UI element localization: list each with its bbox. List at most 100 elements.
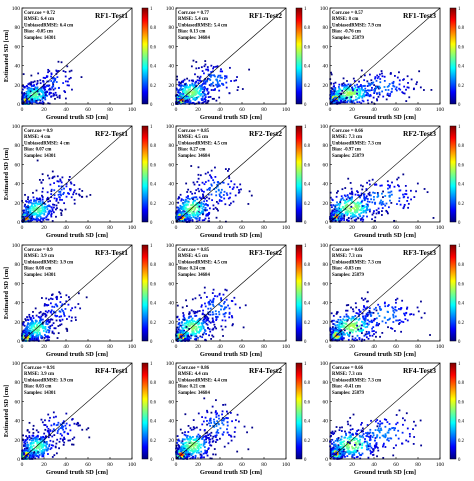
data-point <box>66 330 69 332</box>
colorbar-tick-label: 0.6 <box>150 45 157 50</box>
data-point <box>350 187 353 190</box>
data-point <box>232 186 235 189</box>
data-point <box>376 196 379 198</box>
data-point <box>373 192 376 194</box>
data-point <box>340 215 343 218</box>
data-point <box>33 204 36 207</box>
data-point <box>354 205 357 208</box>
data-point <box>407 82 409 84</box>
data-point <box>196 198 199 201</box>
data-point <box>189 190 192 193</box>
data-point <box>391 181 393 184</box>
data-point <box>47 102 50 105</box>
data-point <box>373 198 375 201</box>
data-point <box>37 72 40 75</box>
data-point <box>38 102 41 104</box>
data-point <box>212 288 215 291</box>
data-point <box>360 84 362 86</box>
data-point <box>31 214 34 217</box>
data-point <box>51 170 54 173</box>
data-point <box>220 308 222 311</box>
data-point <box>41 85 44 88</box>
data-point <box>34 92 37 95</box>
data-point <box>198 330 200 333</box>
data-point <box>63 187 65 190</box>
data-point <box>193 327 196 330</box>
data-point <box>210 175 212 178</box>
data-point <box>32 212 35 215</box>
data-point <box>334 215 337 218</box>
data-point <box>74 306 77 309</box>
data-point <box>211 334 214 337</box>
data-point <box>177 89 180 92</box>
colorbar-tick-label: 0.6 <box>304 282 311 287</box>
data-point <box>190 102 193 105</box>
data-point <box>230 180 233 183</box>
data-point <box>198 206 201 209</box>
data-point <box>202 193 204 196</box>
data-point <box>351 88 354 91</box>
x-tick-label: 40 <box>217 107 223 113</box>
data-point <box>47 309 50 312</box>
data-point <box>404 184 407 187</box>
data-point <box>198 196 201 199</box>
data-point <box>206 80 208 83</box>
data-point <box>375 209 378 212</box>
data-point <box>39 213 42 216</box>
data-point <box>27 94 30 97</box>
data-point <box>398 71 400 74</box>
data-point <box>387 85 390 87</box>
data-point <box>26 102 28 104</box>
data-point <box>200 203 203 205</box>
data-point <box>25 319 27 322</box>
data-point <box>37 99 39 101</box>
data-point <box>25 218 28 221</box>
data-point <box>45 76 48 78</box>
data-point <box>330 219 332 222</box>
data-point <box>209 310 211 313</box>
data-point <box>184 219 186 222</box>
data-point <box>41 190 44 193</box>
data-point <box>43 95 46 98</box>
data-point <box>373 84 376 86</box>
data-point <box>42 76 45 79</box>
data-point <box>358 317 361 320</box>
data-point <box>48 329 51 332</box>
data-point <box>357 204 360 207</box>
data-point <box>185 338 188 341</box>
data-point <box>22 214 25 217</box>
data-point <box>28 337 31 340</box>
data-point <box>339 203 341 205</box>
colorbar-tick-label: 0.2 <box>150 202 157 207</box>
data-point <box>201 207 204 210</box>
data-point <box>350 94 353 96</box>
data-point <box>194 315 197 317</box>
data-point <box>43 217 46 220</box>
data-point <box>193 83 196 86</box>
data-point <box>201 70 204 72</box>
data-point <box>182 94 185 97</box>
data-point <box>235 79 238 82</box>
data-point <box>207 91 210 94</box>
data-point <box>386 92 389 95</box>
data-point <box>388 195 391 198</box>
data-point <box>355 92 357 95</box>
data-point <box>209 74 211 77</box>
data-point <box>193 209 196 212</box>
data-point <box>331 93 333 96</box>
data-point <box>388 83 391 85</box>
data-point <box>180 338 183 341</box>
data-point <box>62 310 64 312</box>
scatter-points <box>329 291 431 342</box>
data-point <box>367 208 369 211</box>
data-point <box>178 329 181 332</box>
data-point <box>218 310 220 313</box>
data-point <box>49 327 51 330</box>
data-point <box>333 95 336 98</box>
data-point <box>182 220 185 223</box>
data-point <box>63 90 66 92</box>
data-point <box>215 201 218 203</box>
data-point <box>31 215 33 218</box>
data-point <box>380 214 383 216</box>
y-tick-label: 60 <box>169 44 175 50</box>
